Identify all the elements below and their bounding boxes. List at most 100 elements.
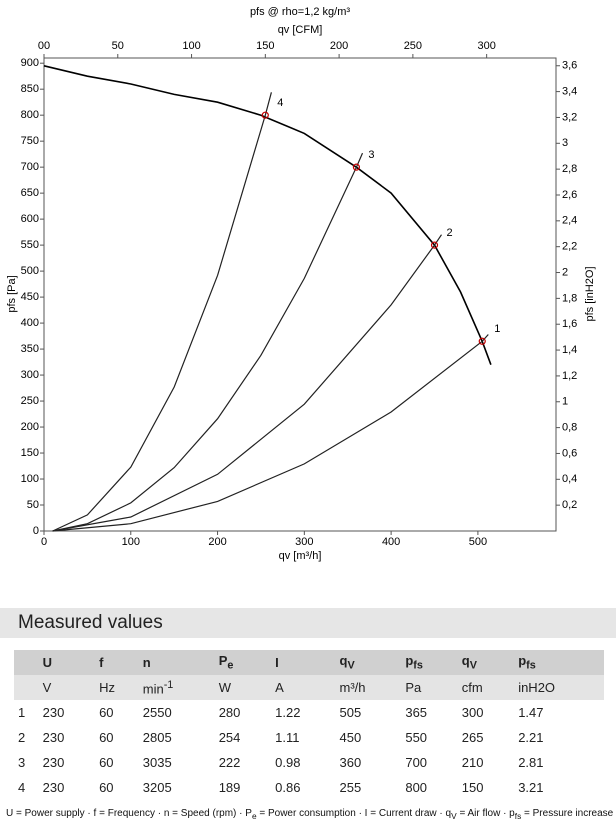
table-row: 1 230 60 2550 280 1.22 505 365 300 1.47 [14,700,604,725]
table-cell: 2550 [142,705,172,720]
table-header-cell: qV [457,650,515,675]
table-cell: 1.11 [275,730,300,745]
table-cell: 3035 [142,755,172,770]
cell-text: q [339,653,348,669]
operating-point [352,163,361,171]
y-tick-label: 600 [21,213,39,225]
table-cell: 300 [461,705,484,720]
table-cell: 254 [218,730,241,745]
y-tick-label: 750 [21,135,39,147]
table-units-cell: Pa [401,675,458,700]
y-tick-label: 450 [21,291,39,303]
x2-label: qv [CFM] [278,24,323,36]
x-tick-label: 0 [41,536,47,548]
footnote-sub: fs [514,811,522,821]
cell-text: I [275,655,279,670]
y2-tick-label: 1 [562,396,568,408]
table-cell: 2.21 [518,730,544,745]
system-curve [52,92,272,532]
y-tick-label: 300 [21,369,39,381]
y2-tick-label: 3,2 [562,111,577,123]
y-tick-label: 50 [27,499,39,511]
table-header-cell: f [95,650,139,675]
table-units-cell: m³/h [335,675,402,700]
table-cell: 505 [339,705,362,720]
cell-text: cfm [461,680,483,695]
table-cell: 700 [405,755,428,770]
x2-tick-label: 250 [404,40,422,52]
table-cell: 1 [18,705,26,720]
table-header-cell: pfs [401,650,458,675]
cell-text: inH2O [518,680,556,695]
table-cell: 2805 [142,730,172,745]
x-label: qv [m³/h] [279,550,322,562]
table-cell: 255 [339,780,362,795]
x-tick-label: 200 [208,536,226,548]
table-units-cell: Hz [95,675,139,700]
table-cell [14,675,39,700]
y-tick-label: 150 [21,447,39,459]
y-tick-label: 900 [21,57,39,69]
x2-tick-label: 150 [256,40,274,52]
y2-tick-label: 1,8 [562,292,577,304]
cell-text: q [461,653,470,669]
y2-tick-label: 1,4 [562,344,577,356]
operating-point [430,241,439,249]
cell-sup: -1 [163,678,174,691]
point-label: 1 [494,323,500,335]
y2-tick-label: 0,4 [562,473,577,485]
operating-point [478,337,486,345]
table-cell: 1.22 [275,705,301,720]
footnote-text: U = Power supply · f = Frequency · n = S… [6,808,252,819]
table-units-cell: inH2O [514,675,604,700]
cell-text: m³/h [339,680,366,695]
cell-text: p [518,653,527,669]
table-cell: 450 [339,730,362,745]
table-cell: 2 [18,730,26,745]
cell-text: f [99,655,104,670]
table-cell [14,650,39,675]
cell-text: A [275,680,284,695]
y2-tick-label: 2,2 [562,241,577,253]
table-cell: 365 [405,705,428,720]
y-tick-label: 500 [21,265,39,277]
cell-sub: V [347,659,355,672]
table-units-cell: min-1 [138,675,215,700]
table-cell: 0.98 [275,755,301,770]
table-cell: 550 [405,730,428,745]
table-cell: 230 [42,780,65,795]
y2-tick-label: 2,6 [562,189,577,201]
table-cell: 1.47 [518,705,544,720]
table-header-cell: pfs [514,650,604,675]
table-header-cell: I [271,650,336,675]
y2-tick-label: 2,8 [562,163,577,175]
table-cell: 210 [461,755,484,770]
x-tick-label: 300 [295,536,313,548]
y2-tick-label: 3,4 [562,86,577,98]
table-cell: 280 [218,705,241,720]
cell-text: U [42,655,53,670]
y2-tick-label: 0,6 [562,447,577,459]
section-title: Measured values [0,608,616,638]
table-units-cell: W [214,675,272,700]
x2-tick-label: 200 [330,40,348,52]
table-cell: 360 [339,755,362,770]
y2-tick-label: 1,2 [562,370,577,382]
system-curve [52,152,364,532]
y-tick-label: 250 [21,395,39,407]
y-tick-label: 350 [21,343,39,355]
cell-text: p [405,653,414,669]
table-cell: 230 [42,755,65,770]
x2-tick-label: 50 [112,40,124,52]
y2-tick-label: 0,8 [562,422,577,434]
point-label: 4 [277,97,283,109]
table-header-cell: U [38,650,96,675]
system-curve [52,334,489,532]
table-row: 2 230 60 2805 254 1.11 450 550 265 2.21 [14,725,604,750]
y-tick-label: 650 [21,187,39,199]
cell-text: Hz [99,680,115,695]
y2-tick-label: 0,2 [562,499,577,511]
cell-text: n [142,655,151,670]
